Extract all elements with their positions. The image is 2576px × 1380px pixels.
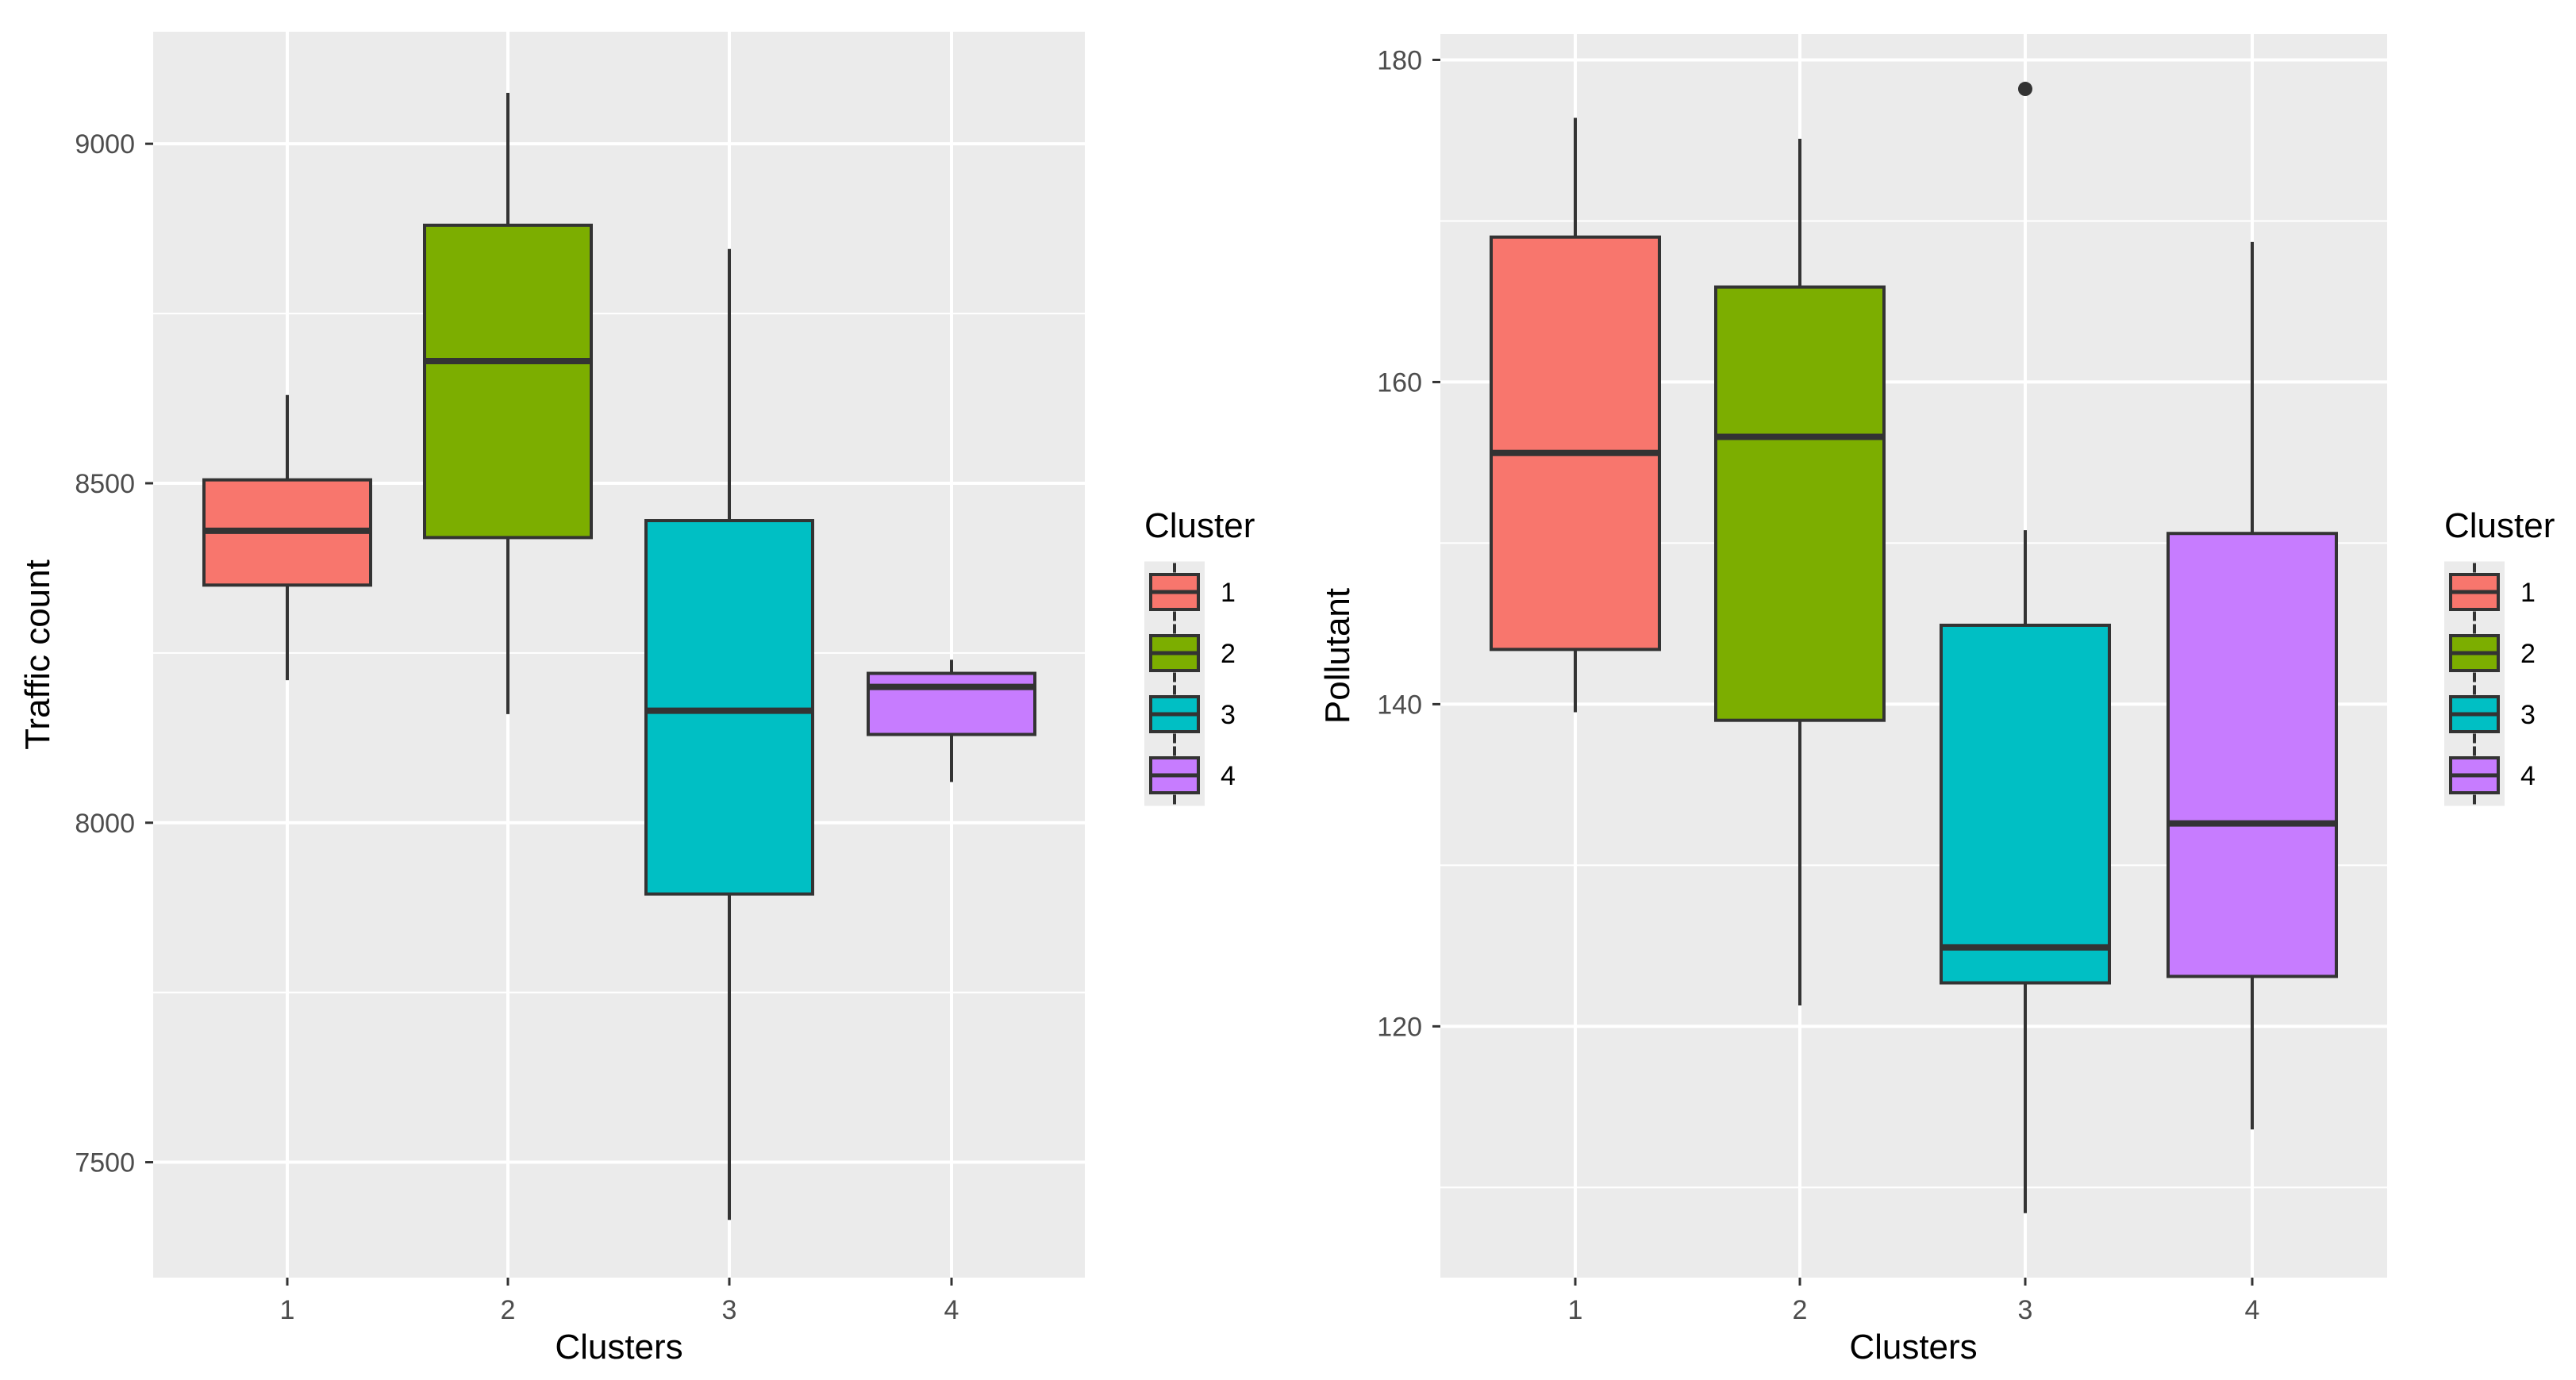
legend-label: 4 <box>1221 761 1236 791</box>
x-tick-label: 1 <box>280 1295 295 1325</box>
legend-label: 3 <box>2520 700 2536 730</box>
y-tick-label: 9000 <box>75 129 135 160</box>
box-cluster-4 <box>2167 241 2338 1130</box>
box-cluster-3 <box>644 248 814 1220</box>
legend-traffic: Cluster 1 2 3 4 <box>1144 506 1255 806</box>
x-axis-title: Clusters <box>555 1328 682 1367</box>
legend-label: 1 <box>1221 578 1236 608</box>
x-tick-label: 4 <box>944 1295 959 1325</box>
box-iqr <box>1714 285 1886 722</box>
x-tick-label: 3 <box>722 1295 737 1325</box>
box-iqr <box>423 223 593 540</box>
y-axis-title: Pollutant <box>1318 588 1357 724</box>
x-tick-label: 4 <box>2245 1295 2260 1325</box>
legend-title: Cluster <box>2444 506 2555 545</box>
box-iqr <box>644 519 814 896</box>
box-iqr <box>867 671 1036 736</box>
x-tick-label: 1 <box>1568 1295 1583 1325</box>
y-tick-label: 8000 <box>75 809 135 839</box>
panel-background <box>153 32 1085 1278</box>
box-iqr <box>1490 235 1661 652</box>
y-tick-label: 7500 <box>75 1148 135 1178</box>
legend-label: 2 <box>1221 639 1236 669</box>
legend-label: 3 <box>1221 700 1236 730</box>
legend-label: 2 <box>2520 639 2536 669</box>
y-tick-label: 160 <box>1377 367 1422 398</box>
pollutant-boxplot: 120 140 160 180 1 2 3 4 Clusters Pollutant <box>1318 34 2387 1367</box>
box-cluster-4 <box>867 659 1036 782</box>
box-iqr <box>1940 623 2111 985</box>
y-tick-label: 180 <box>1377 45 1422 75</box>
box-cluster-2 <box>423 93 593 714</box>
x-tick-label: 2 <box>501 1295 516 1325</box>
y-tick-label: 120 <box>1377 1012 1422 1042</box>
legend-label: 1 <box>2520 578 2536 608</box>
legend-label: 4 <box>2520 761 2536 791</box>
legend-title: Cluster <box>1144 506 1255 545</box>
y-axis-title: Traffic count <box>18 559 57 750</box>
y-tick-label: 8500 <box>75 469 135 499</box>
box-cluster-3 <box>1940 82 2111 1213</box>
box-cluster-1 <box>202 394 372 681</box>
box-iqr <box>2167 532 2338 978</box>
traffic-count-boxplot: 7500 8000 8500 9000 1 2 3 4 Clusters Traffic coun… <box>18 32 1085 1367</box>
x-axis-title: Clusters <box>1849 1328 1977 1367</box>
box-cluster-1 <box>1490 117 1661 713</box>
outlier-point <box>2018 82 2032 97</box>
box-cluster-2 <box>1714 138 1886 1005</box>
x-tick-label: 2 <box>1793 1295 1808 1325</box>
legend-pollutant: Cluster 1 2 3 4 <box>2444 506 2555 806</box>
y-tick-label: 140 <box>1377 690 1422 720</box>
x-tick-label: 3 <box>2018 1295 2033 1325</box>
